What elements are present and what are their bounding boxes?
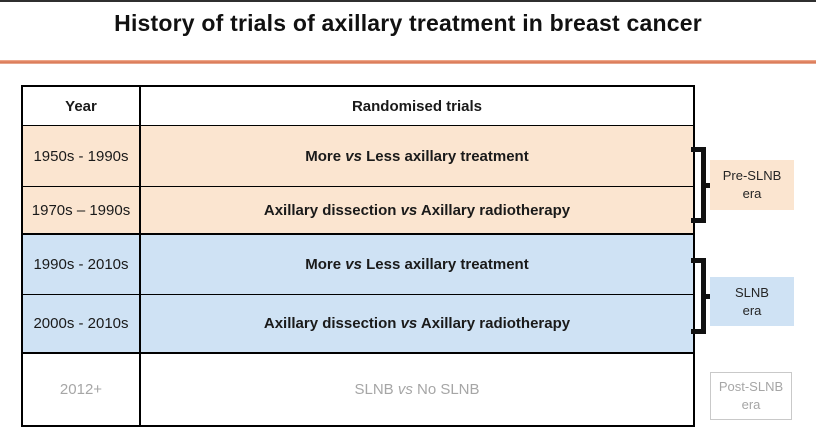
pre-slnb-bracket-tick — [704, 183, 712, 188]
top-edge-line — [0, 0, 816, 2]
column-header-trials-label: Randomised trials — [351, 97, 483, 115]
pre-slnb-era-label: Pre-SLNB era — [710, 160, 794, 210]
era-label-line2: era — [742, 186, 762, 201]
trial-value: More vs Less axillary treatment — [305, 256, 529, 273]
slnb-bracket — [691, 258, 706, 334]
trial-value: Axillary dissection vs Axillary radiothe… — [263, 201, 571, 219]
year-value: 2012+ — [59, 381, 103, 398]
column-header-trials: Randomised trials — [141, 87, 693, 126]
era-label-line1: SLNB — [735, 284, 769, 300]
table-row-2-year: 1970s – 1990s — [23, 187, 141, 235]
column-header-year-label: Year — [65, 97, 97, 115]
slnb-era-label: SLNB era — [710, 277, 794, 326]
column-header-year: Year — [23, 87, 141, 126]
page-title: History of trials of axillary treatment … — [114, 10, 702, 36]
title-underline-accent — [0, 60, 816, 64]
trial-value: SLNB vs No SLNB — [354, 381, 480, 398]
trial-value: Axillary dissection vs Axillary radiothe… — [263, 315, 571, 332]
slnb-bracket-tick — [704, 294, 712, 299]
pre-slnb-bracket — [691, 147, 706, 223]
table-row-4-year: 2000s - 2010s — [23, 295, 141, 354]
era-label-line2: era — [742, 302, 762, 318]
year-value: 1970s – 1990s — [31, 201, 131, 219]
table-row-2-trial: Axillary dissection vs Axillary radiothe… — [141, 187, 693, 235]
era-label-line2: era — [741, 397, 761, 412]
table-row-3-year: 1990s - 2010s — [23, 235, 141, 295]
era-label-line1: Pre-SLNB — [722, 168, 782, 184]
trial-value: More vs Less axillary treatment — [305, 147, 529, 165]
year-value: 2000s - 2010s — [33, 315, 129, 332]
table-row-1-year: 1950s - 1990s — [23, 126, 141, 187]
table-row-5-trial: SLNB vs No SLNB — [141, 354, 693, 425]
year-value: 1950s - 1990s — [33, 147, 129, 165]
year-value: 1990s - 2010s — [33, 256, 129, 273]
table-row-1-trial: More vs Less axillary treatment — [141, 126, 693, 187]
era-label-line1: Post-SLNB — [718, 379, 784, 395]
post-slnb-era-label: Post-SLNB era — [710, 372, 792, 420]
table-row-3-trial: More vs Less axillary treatment — [141, 235, 693, 295]
table-row-5-year: 2012+ — [23, 354, 141, 425]
table-row-4-trial: Axillary dissection vs Axillary radiothe… — [141, 295, 693, 354]
trials-table: Year Randomised trials 1950s - 1990s Mor… — [21, 85, 695, 427]
